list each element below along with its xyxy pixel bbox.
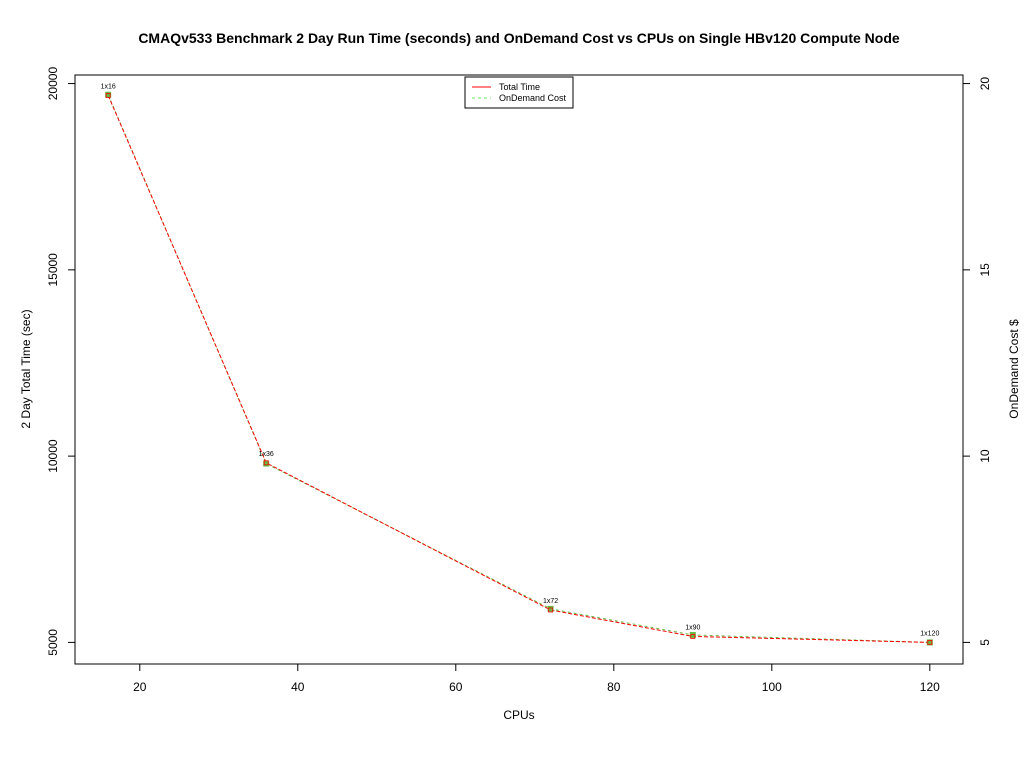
y2-axis-title: OnDemand Cost $ (1007, 319, 1021, 419)
series (105, 91, 933, 646)
point-label: 1x36 (259, 451, 274, 458)
point-ondemand-cost (105, 91, 112, 98)
y-tick-label: 5000 (46, 629, 60, 656)
x-tick-label: 100 (762, 680, 782, 694)
y2-tick-label: 20 (978, 77, 992, 91)
y-tick-label: 10000 (46, 439, 60, 473)
point-total-time (690, 634, 696, 639)
point-ondemand-cost (926, 639, 933, 646)
legend-label-ondemand-cost: OnDemand Cost (499, 93, 567, 103)
point-ondemand-cost (689, 631, 696, 638)
point-ondemand-cost (263, 460, 270, 467)
x-tick-label: 40 (291, 680, 305, 694)
point-total-time (548, 607, 554, 613)
chart-title: CMAQv533 Benchmark 2 Day Run Time (secon… (138, 30, 900, 46)
series-line-total-time (107, 95, 930, 643)
point-label: 1x120 (920, 630, 939, 637)
legend-box (464, 76, 574, 109)
plot-frame (74, 74, 964, 665)
point-total-time (105, 93, 111, 98)
y2-tick-label: 15 (978, 263, 992, 277)
point-label: 1x16 (101, 83, 116, 90)
point-label: 1x72 (543, 598, 558, 605)
x-axis-title: CPUs (503, 708, 534, 722)
x-tick-label: 60 (449, 680, 463, 694)
point-ondemand-cost (547, 605, 554, 612)
point-total-time (263, 460, 269, 466)
point-labels: 1x16 1x36 1x72 1x90 1x120 (101, 83, 940, 637)
series-line-ondemand-cost (107, 94, 930, 643)
y2-tick-label: 10 (978, 449, 992, 463)
axes: 20 40 60 80 100 120 5000 10000 15000 20000 5 10 15 20 (46, 67, 992, 694)
y-tick-label: 15000 (46, 253, 60, 287)
point-total-time (927, 639, 933, 645)
legend-label-total-time: Total Time (499, 82, 540, 92)
x-tick-label: 80 (607, 680, 621, 694)
y2-tick-label: 5 (978, 639, 992, 646)
y-axis-title: 2 Day Total Time (sec) (19, 309, 33, 428)
x-tick-label: 120 (920, 680, 940, 694)
x-tick-label: 20 (133, 680, 147, 694)
y-tick-label: 20000 (46, 67, 60, 101)
point-label: 1x90 (685, 624, 700, 631)
legend: Total Time OnDemand Cost (464, 76, 574, 109)
